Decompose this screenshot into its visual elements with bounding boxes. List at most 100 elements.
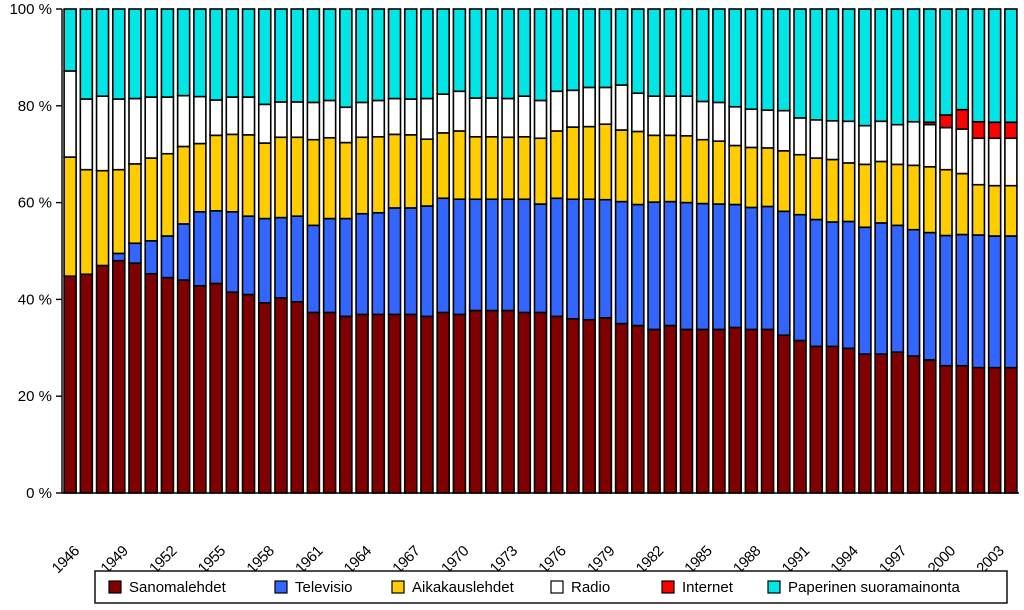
bar-segment-paperinen-suoramainonta-1991 bbox=[793, 8, 807, 119]
bar-segment-televisio-1964 bbox=[355, 212, 369, 316]
bar-segment-paperinen-suoramainonta-1961 bbox=[306, 8, 321, 104]
bar-segment-paperinen-suoramainonta-1975 bbox=[533, 8, 548, 102]
bar-segment-televisio-1967 bbox=[403, 207, 418, 316]
y-tick-label: 0 % bbox=[26, 485, 52, 502]
bar-segment-sanomalehdet-1960 bbox=[290, 301, 304, 494]
bar-segment-televisio-1992 bbox=[809, 218, 824, 348]
bar-segment-televisio-1963 bbox=[339, 217, 353, 318]
bar-segment-radio-1965 bbox=[371, 99, 386, 138]
bar-segment-radio-1992 bbox=[809, 119, 824, 159]
bar-segment-aikakauslehdet-1981 bbox=[631, 130, 645, 206]
bar-segment-sanomalehdet-1986 bbox=[712, 328, 726, 494]
bar-segment-paperinen-suoramainonta-1951 bbox=[144, 8, 159, 98]
bar-segment-aikakauslehdet-1954 bbox=[193, 142, 207, 213]
bar-segment-sanomalehdet-1965 bbox=[371, 313, 386, 494]
bar-segment-radio-1952 bbox=[160, 96, 175, 155]
bar-segment-aikakauslehdet-1990 bbox=[776, 150, 791, 213]
y-tick-label: 20 % bbox=[18, 388, 52, 405]
bar-segment-sanomalehdet-1955 bbox=[209, 282, 223, 494]
bar-segment-sanomalehdet-1950 bbox=[128, 262, 142, 494]
bar-segment-televisio-1973 bbox=[501, 198, 515, 312]
bar-segment-paperinen-suoramainonta-1949 bbox=[111, 8, 126, 100]
legend-swatch-paperinen-suoramainonta bbox=[767, 580, 781, 594]
bar-segment-radio-1954 bbox=[193, 95, 207, 145]
bar-segment-paperinen-suoramainonta-1980 bbox=[614, 8, 629, 86]
bar-segment-radio-1985 bbox=[695, 100, 710, 141]
bar-segment-sanomalehdet-1949 bbox=[111, 259, 126, 494]
bar-segment-televisio-2001 bbox=[955, 233, 970, 367]
bar-segment-televisio-1972 bbox=[485, 198, 499, 312]
legend-swatch-radio bbox=[550, 580, 564, 594]
bar-segment-paperinen-suoramainonta-1968 bbox=[420, 8, 434, 100]
bar-segment-paperinen-suoramainonta-1976 bbox=[549, 8, 564, 93]
bar-segment-televisio-1999 bbox=[922, 231, 937, 361]
bar-segment-sanomalehdet-1966 bbox=[387, 313, 402, 494]
bar-segment-radio-1988 bbox=[744, 108, 759, 149]
bar-segment-televisio-1958 bbox=[257, 217, 272, 304]
bar-segment-televisio-1969 bbox=[436, 197, 450, 314]
bar-segment-radio-1958 bbox=[257, 103, 272, 144]
bar-segment-paperinen-suoramainonta-1960 bbox=[290, 8, 304, 103]
bar-segment-sanomalehdet-1957 bbox=[241, 293, 256, 494]
bar-segment-paperinen-suoramainonta-1990 bbox=[776, 8, 791, 112]
bar-segment-paperinen-suoramainonta-2003 bbox=[987, 8, 1002, 124]
bar-segment-aikakauslehdet-1996 bbox=[874, 160, 888, 224]
bar-segment-sanomalehdet-1996 bbox=[874, 353, 888, 494]
bar-segment-televisio-1949 bbox=[111, 252, 126, 262]
bar-segment-aikakauslehdet-1997 bbox=[890, 163, 905, 227]
bar-segment-radio-1981 bbox=[631, 92, 645, 133]
bar-segment-sanomalehdet-2003 bbox=[987, 366, 1002, 494]
bar-segment-televisio-1980 bbox=[614, 200, 629, 325]
bar-segment-aikakauslehdet-1992 bbox=[809, 157, 824, 221]
bar-segment-paperinen-suoramainonta-1973 bbox=[501, 8, 515, 100]
bar-segment-radio-1977 bbox=[566, 89, 580, 128]
bar-segment-sanomalehdet-1962 bbox=[322, 311, 337, 494]
bar-segment-aikakauslehdet-1965 bbox=[371, 135, 386, 214]
bar-segment-aikakauslehdet-1988 bbox=[744, 146, 759, 209]
bar-segment-televisio-1990 bbox=[776, 210, 791, 337]
bar-segment-sanomalehdet-1978 bbox=[582, 318, 596, 494]
bar-segment-aikakauslehdet-1964 bbox=[355, 136, 369, 215]
bar-segment-aikakauslehdet-1985 bbox=[695, 138, 710, 205]
bar-segment-radio-1975 bbox=[533, 99, 548, 140]
bar-segment-internet-2003 bbox=[987, 121, 1002, 140]
bar-segment-aikakauslehdet-1989 bbox=[760, 147, 775, 208]
bar-segment-aikakauslehdet-1957 bbox=[241, 134, 256, 217]
bar-segment-paperinen-suoramainonta-1948 bbox=[95, 8, 110, 97]
bar-segment-paperinen-suoramainonta-2002 bbox=[971, 8, 986, 123]
bar-segment-televisio-1955 bbox=[209, 210, 223, 285]
bar-segment-televisio-1961 bbox=[306, 224, 321, 314]
bar-segment-aikakauslehdet-1949 bbox=[111, 168, 126, 255]
bar-segment-sanomalehdet-1972 bbox=[485, 309, 499, 494]
bar-segment-radio-2003 bbox=[987, 137, 1002, 187]
bar-segment-sanomalehdet-1956 bbox=[225, 291, 240, 494]
bar-segment-sanomalehdet-1948 bbox=[95, 264, 110, 494]
bar-segment-sanomalehdet-1971 bbox=[468, 309, 483, 494]
bar-segment-sanomalehdet-1991 bbox=[793, 339, 807, 494]
bar-segment-radio-1978 bbox=[582, 86, 596, 128]
bar-segment-radio-1971 bbox=[468, 97, 483, 138]
bar-segment-paperinen-suoramainonta-1955 bbox=[209, 8, 223, 101]
bar-segment-radio-1950 bbox=[128, 97, 142, 165]
bar-segment-paperinen-suoramainonta-1995 bbox=[858, 8, 872, 127]
bar-segment-aikakauslehdet-1966 bbox=[387, 133, 402, 209]
bar-segment-televisio-1993 bbox=[825, 221, 840, 348]
bar-segment-radio-1996 bbox=[874, 120, 888, 163]
bar-segment-radio-1993 bbox=[825, 120, 840, 161]
bar-segment-aikakauslehdet-1971 bbox=[468, 135, 483, 201]
bar-segment-radio-1964 bbox=[355, 101, 369, 139]
bar-segment-paperinen-suoramainonta-1952 bbox=[160, 8, 175, 98]
bar-segment-televisio-2000 bbox=[939, 234, 953, 367]
bar-segment-radio-1969 bbox=[436, 93, 450, 134]
bar-segment-televisio-1983 bbox=[663, 200, 678, 327]
bar-segment-radio-1948 bbox=[95, 95, 110, 172]
bar-segment-paperinen-suoramainonta-1959 bbox=[274, 8, 288, 103]
bar-segment-paperinen-suoramainonta-1986 bbox=[712, 8, 726, 104]
bar-segment-sanomalehdet-2001 bbox=[955, 364, 970, 494]
bar-segment-aikakauslehdet-1998 bbox=[906, 164, 921, 231]
bar-segment-paperinen-suoramainonta-1977 bbox=[566, 8, 580, 92]
bar-segment-sanomalehdet-2002 bbox=[971, 366, 986, 494]
bar-segment-paperinen-suoramainonta-1985 bbox=[695, 8, 710, 103]
bar-segment-televisio-1950 bbox=[128, 242, 142, 264]
